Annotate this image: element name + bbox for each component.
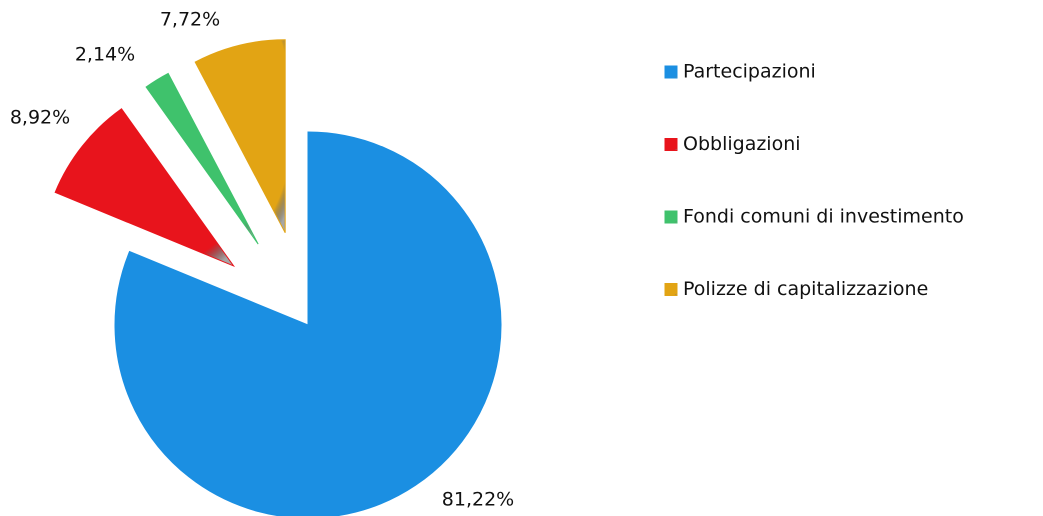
pie-slice xyxy=(145,72,259,245)
data-label: 7,72% xyxy=(160,9,220,31)
data-label: 2,14% xyxy=(75,44,135,66)
legend-label: Polizze di capitalizzazione xyxy=(683,278,928,300)
legend-swatch xyxy=(664,283,678,296)
pie-slice xyxy=(114,131,502,516)
pie-slice xyxy=(54,108,236,268)
pie-slice xyxy=(194,39,286,234)
legend-label: Partecipazioni xyxy=(683,61,816,83)
legend-label: Fondi comuni di investimento xyxy=(683,206,964,228)
legend-swatch xyxy=(664,65,678,79)
legend-swatch xyxy=(664,138,678,151)
legend-label: Obbligazioni xyxy=(683,133,801,155)
data-label: 8,92% xyxy=(10,107,70,129)
legend-swatch xyxy=(664,210,678,224)
data-label: 81,22% xyxy=(442,489,514,511)
